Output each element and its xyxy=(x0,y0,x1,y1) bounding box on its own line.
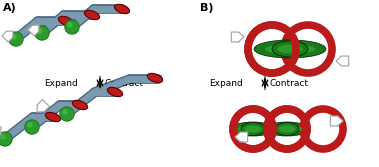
Circle shape xyxy=(60,107,74,121)
Circle shape xyxy=(35,26,49,40)
Text: Expand: Expand xyxy=(209,78,243,88)
Ellipse shape xyxy=(265,122,309,136)
Text: Contract: Contract xyxy=(269,78,308,88)
Circle shape xyxy=(0,132,12,146)
Text: Expand: Expand xyxy=(44,78,78,88)
Circle shape xyxy=(12,35,16,39)
Circle shape xyxy=(63,110,67,114)
Circle shape xyxy=(68,23,72,27)
Ellipse shape xyxy=(244,125,262,133)
Ellipse shape xyxy=(241,123,265,135)
Circle shape xyxy=(25,120,39,134)
Polygon shape xyxy=(2,31,13,42)
Ellipse shape xyxy=(58,16,74,26)
Circle shape xyxy=(36,27,48,39)
Ellipse shape xyxy=(147,73,163,83)
Ellipse shape xyxy=(265,44,315,54)
Ellipse shape xyxy=(72,100,88,110)
Polygon shape xyxy=(232,32,244,42)
Circle shape xyxy=(1,135,5,139)
Circle shape xyxy=(28,123,32,127)
Circle shape xyxy=(9,32,23,46)
Ellipse shape xyxy=(279,125,295,133)
Polygon shape xyxy=(0,127,1,139)
Text: A): A) xyxy=(3,3,17,13)
Polygon shape xyxy=(330,116,343,126)
Circle shape xyxy=(26,121,38,133)
Text: B): B) xyxy=(200,3,213,13)
Ellipse shape xyxy=(107,87,123,97)
Text: Contract: Contract xyxy=(104,78,143,88)
Ellipse shape xyxy=(85,10,100,20)
Ellipse shape xyxy=(275,123,299,135)
Circle shape xyxy=(10,33,22,45)
Polygon shape xyxy=(336,56,349,66)
Polygon shape xyxy=(37,100,49,112)
Circle shape xyxy=(0,133,11,145)
Circle shape xyxy=(65,20,79,34)
Ellipse shape xyxy=(45,112,61,122)
Ellipse shape xyxy=(272,41,308,57)
Ellipse shape xyxy=(238,125,268,133)
Ellipse shape xyxy=(277,45,302,53)
Polygon shape xyxy=(28,25,39,36)
Ellipse shape xyxy=(114,4,130,14)
Ellipse shape xyxy=(254,40,326,58)
Ellipse shape xyxy=(231,122,275,136)
Circle shape xyxy=(61,108,73,120)
Polygon shape xyxy=(235,132,247,142)
Circle shape xyxy=(38,29,42,33)
Ellipse shape xyxy=(272,125,302,133)
Circle shape xyxy=(66,21,78,33)
